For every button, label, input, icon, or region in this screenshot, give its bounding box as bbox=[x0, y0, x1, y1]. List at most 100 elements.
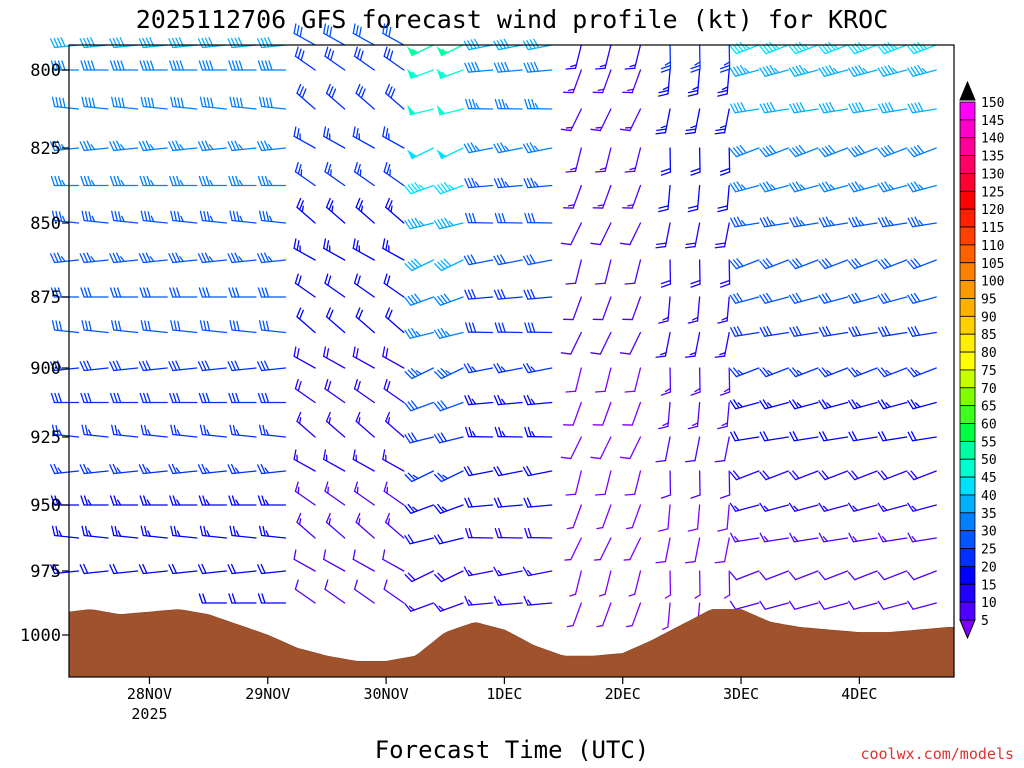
wind-barb bbox=[229, 320, 257, 334]
wind-barb bbox=[385, 411, 405, 438]
wind-barb bbox=[229, 525, 257, 539]
wind-barb bbox=[562, 184, 582, 209]
wind-barb bbox=[325, 512, 346, 539]
wind-barb bbox=[619, 436, 642, 460]
wind-barb bbox=[79, 563, 109, 575]
colorbar-label: 45 bbox=[981, 471, 997, 486]
colorbar-swatch bbox=[959, 262, 976, 282]
wind-barb bbox=[323, 126, 346, 149]
colorbar-swatch bbox=[959, 548, 976, 567]
wind-barb bbox=[324, 378, 346, 404]
colorbar-swatch bbox=[959, 155, 976, 174]
wind-barb bbox=[406, 44, 435, 57]
wind-barb bbox=[658, 401, 671, 430]
wind-barb bbox=[759, 326, 790, 337]
wind-barb bbox=[658, 184, 671, 213]
wind-barb bbox=[818, 41, 849, 55]
wind-barb bbox=[566, 602, 582, 628]
wind-barb bbox=[522, 254, 553, 266]
wind-barb bbox=[596, 602, 612, 628]
wind-barb bbox=[788, 570, 819, 581]
wind-barb bbox=[293, 549, 316, 572]
wind-barb bbox=[294, 481, 316, 506]
wind-barb bbox=[907, 181, 937, 193]
wind-barb bbox=[848, 367, 878, 378]
wind-barb bbox=[227, 37, 257, 49]
wind-barb bbox=[407, 104, 435, 116]
wind-barb bbox=[79, 463, 109, 475]
wind-barb bbox=[818, 399, 849, 410]
wind-barb bbox=[730, 216, 760, 228]
wind-barb bbox=[523, 595, 553, 606]
wind-barb bbox=[352, 238, 375, 261]
wind-barb bbox=[323, 238, 346, 261]
wind-barb bbox=[590, 331, 612, 355]
wind-barb bbox=[50, 360, 80, 372]
wind-barb bbox=[109, 60, 139, 71]
wind-barb bbox=[523, 394, 553, 406]
colorbar-swatch bbox=[959, 440, 976, 460]
colorbar-label: 55 bbox=[981, 435, 997, 450]
colorbar-label: 65 bbox=[981, 400, 997, 415]
wind-barb bbox=[109, 287, 139, 298]
wind-barb bbox=[759, 292, 790, 304]
wind-barb bbox=[848, 532, 878, 543]
wind-barb bbox=[383, 161, 405, 187]
wind-barb bbox=[524, 322, 553, 334]
wind-barb bbox=[730, 102, 760, 114]
wind-barb bbox=[296, 83, 316, 110]
colorbar-label: 100 bbox=[981, 275, 1004, 290]
colorbar-label: 105 bbox=[981, 257, 1004, 272]
wind-barb bbox=[759, 399, 790, 410]
wind-barb bbox=[848, 470, 878, 481]
wind-barb bbox=[258, 96, 287, 110]
wind-barb bbox=[687, 69, 701, 97]
wind-barb bbox=[788, 399, 819, 410]
wind-barb bbox=[877, 570, 908, 581]
wind-barb bbox=[229, 96, 257, 110]
wind-barb bbox=[719, 259, 731, 288]
wind-barb bbox=[383, 579, 405, 604]
wind-barb bbox=[818, 144, 849, 158]
wind-barb bbox=[788, 181, 819, 193]
wind-barb bbox=[404, 258, 435, 272]
wind-barb bbox=[818, 292, 849, 304]
wind-barb bbox=[788, 470, 819, 481]
wind-barb bbox=[293, 238, 316, 261]
wind-barb bbox=[81, 525, 109, 539]
wind-barb bbox=[789, 532, 819, 543]
wind-barb bbox=[590, 436, 612, 460]
colorbar: 1501451401351301251201151101051009590858… bbox=[959, 80, 1004, 640]
colorbar-swatch bbox=[959, 333, 976, 353]
wind-barb bbox=[168, 37, 198, 49]
wind-barb bbox=[524, 527, 553, 539]
wind-barb bbox=[138, 360, 168, 372]
wind-barb bbox=[257, 463, 287, 475]
wind-barb bbox=[759, 216, 790, 228]
wind-barb bbox=[258, 320, 287, 334]
wind-barb bbox=[562, 69, 582, 94]
wind-barb bbox=[493, 362, 523, 374]
wind-barb bbox=[294, 378, 316, 404]
wind-barb bbox=[465, 426, 494, 438]
wind-barb bbox=[714, 108, 730, 135]
wind-barb bbox=[655, 222, 671, 249]
wind-barb bbox=[51, 96, 80, 110]
wind-barb bbox=[436, 44, 464, 57]
wind-barb bbox=[325, 197, 346, 224]
wind-barb bbox=[383, 378, 405, 404]
wind-barb bbox=[818, 431, 849, 442]
wind-barb bbox=[382, 238, 405, 261]
wind-barb bbox=[818, 216, 849, 228]
wind-barb bbox=[169, 392, 198, 404]
colorbar-label: 120 bbox=[981, 203, 1004, 218]
colorbar-label: 130 bbox=[981, 167, 1004, 182]
wind-barb bbox=[729, 502, 760, 512]
wind-barb bbox=[404, 327, 435, 339]
wind-barb bbox=[257, 495, 287, 506]
wind-barb bbox=[170, 424, 198, 438]
wind-barb bbox=[759, 41, 790, 55]
wind-barb bbox=[596, 504, 612, 530]
colorbar-label: 50 bbox=[981, 453, 997, 468]
wind-barb bbox=[590, 108, 612, 132]
